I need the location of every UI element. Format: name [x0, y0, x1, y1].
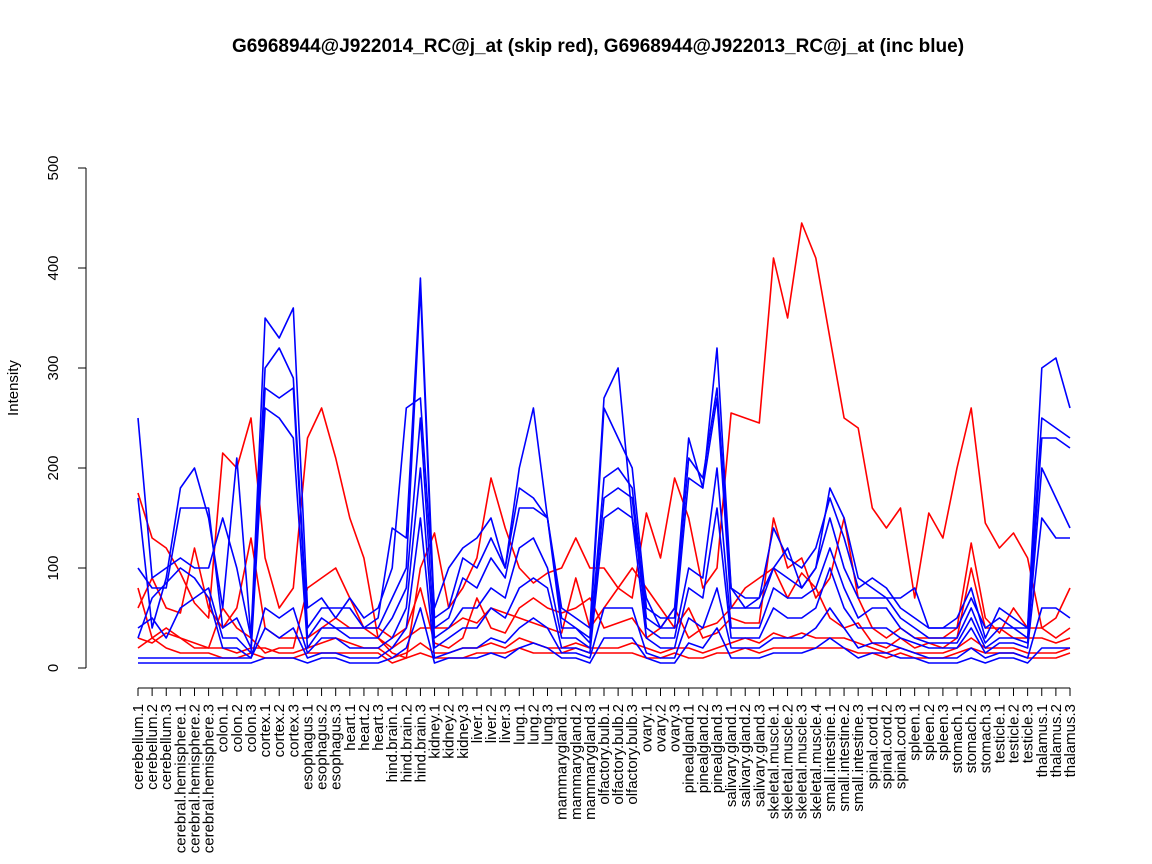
x-tick-label: thalamus.1	[1034, 704, 1051, 777]
x-tick-label: esophagus.1	[299, 704, 316, 790]
x-tick-label: spleen.2	[921, 704, 938, 761]
x-tick-label: lung.3	[540, 704, 557, 745]
x-tick-label: spleen.1	[907, 704, 924, 761]
x-tick-label: skeletal.muscle.3	[794, 704, 811, 819]
x-tick-label: hind.brain.1	[384, 704, 401, 782]
x-tick-label: small.intestine.1	[822, 704, 839, 812]
y-tick-label: 300	[45, 355, 62, 380]
x-tick-label: salivary.gland.3	[751, 704, 768, 807]
x-tick-label: spinal.cord.3	[893, 704, 910, 789]
y-tick-label: 400	[45, 255, 62, 280]
x-tick-label: hind.brain.3	[412, 704, 429, 782]
x-tick-label: cerebellum.3	[158, 704, 175, 790]
x-tick-label: mammarygland.2	[568, 704, 585, 820]
x-tick-label: spinal.cord.2	[878, 704, 895, 789]
x-tick-label: small.intestine.2	[836, 704, 853, 812]
skip-red-series-line	[137, 567, 1071, 654]
x-tick-label: cortex.2	[271, 704, 288, 757]
skip-red-series-line	[137, 222, 1071, 659]
x-tick-label: ovary.3	[667, 704, 684, 752]
x-tick-label: colon.2	[229, 704, 246, 752]
x-tick-label: esophagus.2	[314, 704, 331, 790]
chart-title: G6968944@J922014_RC@j_at (skip red), G69…	[232, 36, 964, 57]
y-axis-label: Intensity	[5, 360, 22, 416]
x-tick-label: cerebral.hemisphere.3	[201, 704, 218, 853]
inc-blue-series-line	[137, 467, 1070, 659]
x-tick-label: ovary.1	[638, 704, 655, 752]
x-tick-label: stomach.1	[949, 704, 966, 773]
y-tick-label: 100	[45, 555, 62, 580]
x-tick-label: testicle.1	[991, 704, 1008, 763]
x-tick-label: heart.3	[370, 704, 387, 751]
x-tick-label: liver.1	[469, 704, 486, 743]
x-tick-label: olfactory.bulb.1	[596, 704, 613, 805]
x-tick-label: cerebellum.1	[130, 704, 147, 790]
x-tick-label: lung.1	[511, 704, 528, 745]
x-tick-label: pinealgland.1	[681, 704, 698, 793]
x-tick-label: stomach.3	[977, 704, 994, 773]
y-tick-label: 500	[45, 155, 62, 180]
x-tick-label: heart.2	[356, 704, 373, 751]
x-tick-label: liver.2	[483, 704, 500, 743]
inc-blue-series-line	[137, 307, 1071, 639]
x-tick-label: mammarygland.3	[582, 704, 599, 820]
x-tick-label: small.intestine.3	[850, 704, 867, 812]
x-tick-label: hind.brain.2	[398, 704, 415, 782]
x-tick-label: cerebellum.2	[144, 704, 161, 790]
x-tick-label: thalamus.3	[1062, 704, 1079, 777]
x-tick-label: testicle.3	[1020, 704, 1037, 763]
x-tick-label: kidney.1	[427, 704, 444, 759]
x-tick-label: cortex.1	[257, 704, 274, 757]
x-tick-label: esophagus.3	[328, 704, 345, 790]
x-tick-label: ovary.2	[652, 704, 669, 752]
x-tick-label: olfactory.bulb.2	[610, 704, 627, 805]
x-axis: cerebellum.1cerebellum.2cerebellum.3cere…	[130, 687, 1079, 853]
x-tick-label: kidney.3	[455, 704, 472, 759]
x-tick-label: spleen.3	[935, 704, 952, 761]
inc-blue-series-line	[138, 607, 1070, 664]
plot-lines	[137, 222, 1071, 664]
x-tick-label: skeletal.muscle.2	[780, 704, 797, 819]
y-tick-label: 200	[45, 455, 62, 480]
x-tick-label: thalamus.2	[1048, 704, 1065, 777]
x-tick-label: kidney.2	[441, 704, 458, 759]
x-tick-label: salivary.gland.2	[737, 704, 754, 807]
x-tick-label: cerebral.hemisphere.2	[186, 704, 203, 853]
x-tick-label: liver.3	[497, 704, 514, 743]
x-tick-label: skeletal.muscle.4	[808, 704, 825, 819]
x-tick-label: cerebral.hemisphere.1	[172, 704, 189, 853]
inc-blue-series-line	[137, 277, 1071, 639]
x-tick-label: spinal.cord.1	[864, 704, 881, 789]
y-tick-label: 0	[45, 664, 62, 672]
x-tick-label: pinealgland.3	[709, 704, 726, 793]
x-tick-label: salivary.gland.1	[723, 704, 740, 807]
x-tick-label: olfactory.bulb.3	[624, 704, 641, 805]
x-tick-label: heart.1	[342, 704, 359, 751]
x-tick-label: lung.2	[525, 704, 542, 745]
x-tick-label: stomach.2	[963, 704, 980, 773]
y-axis: 0 100 200 300 400 500	[45, 155, 87, 672]
x-tick-label: pinealgland.2	[695, 704, 712, 793]
x-tick-label: skeletal.muscle.1	[765, 704, 782, 819]
x-tick-label: colon.3	[243, 704, 260, 752]
x-tick-label: colon.1	[215, 704, 232, 752]
x-tick-label: cortex.3	[285, 704, 302, 757]
x-tick-label: mammarygland.1	[554, 704, 571, 820]
inc-blue-series-line	[138, 517, 1071, 659]
inc-blue-series-line	[137, 287, 1071, 649]
inc-blue-series-line	[137, 407, 1071, 654]
x-tick-label: testicle.2	[1006, 704, 1023, 763]
skip-red-series-line	[137, 637, 1071, 664]
